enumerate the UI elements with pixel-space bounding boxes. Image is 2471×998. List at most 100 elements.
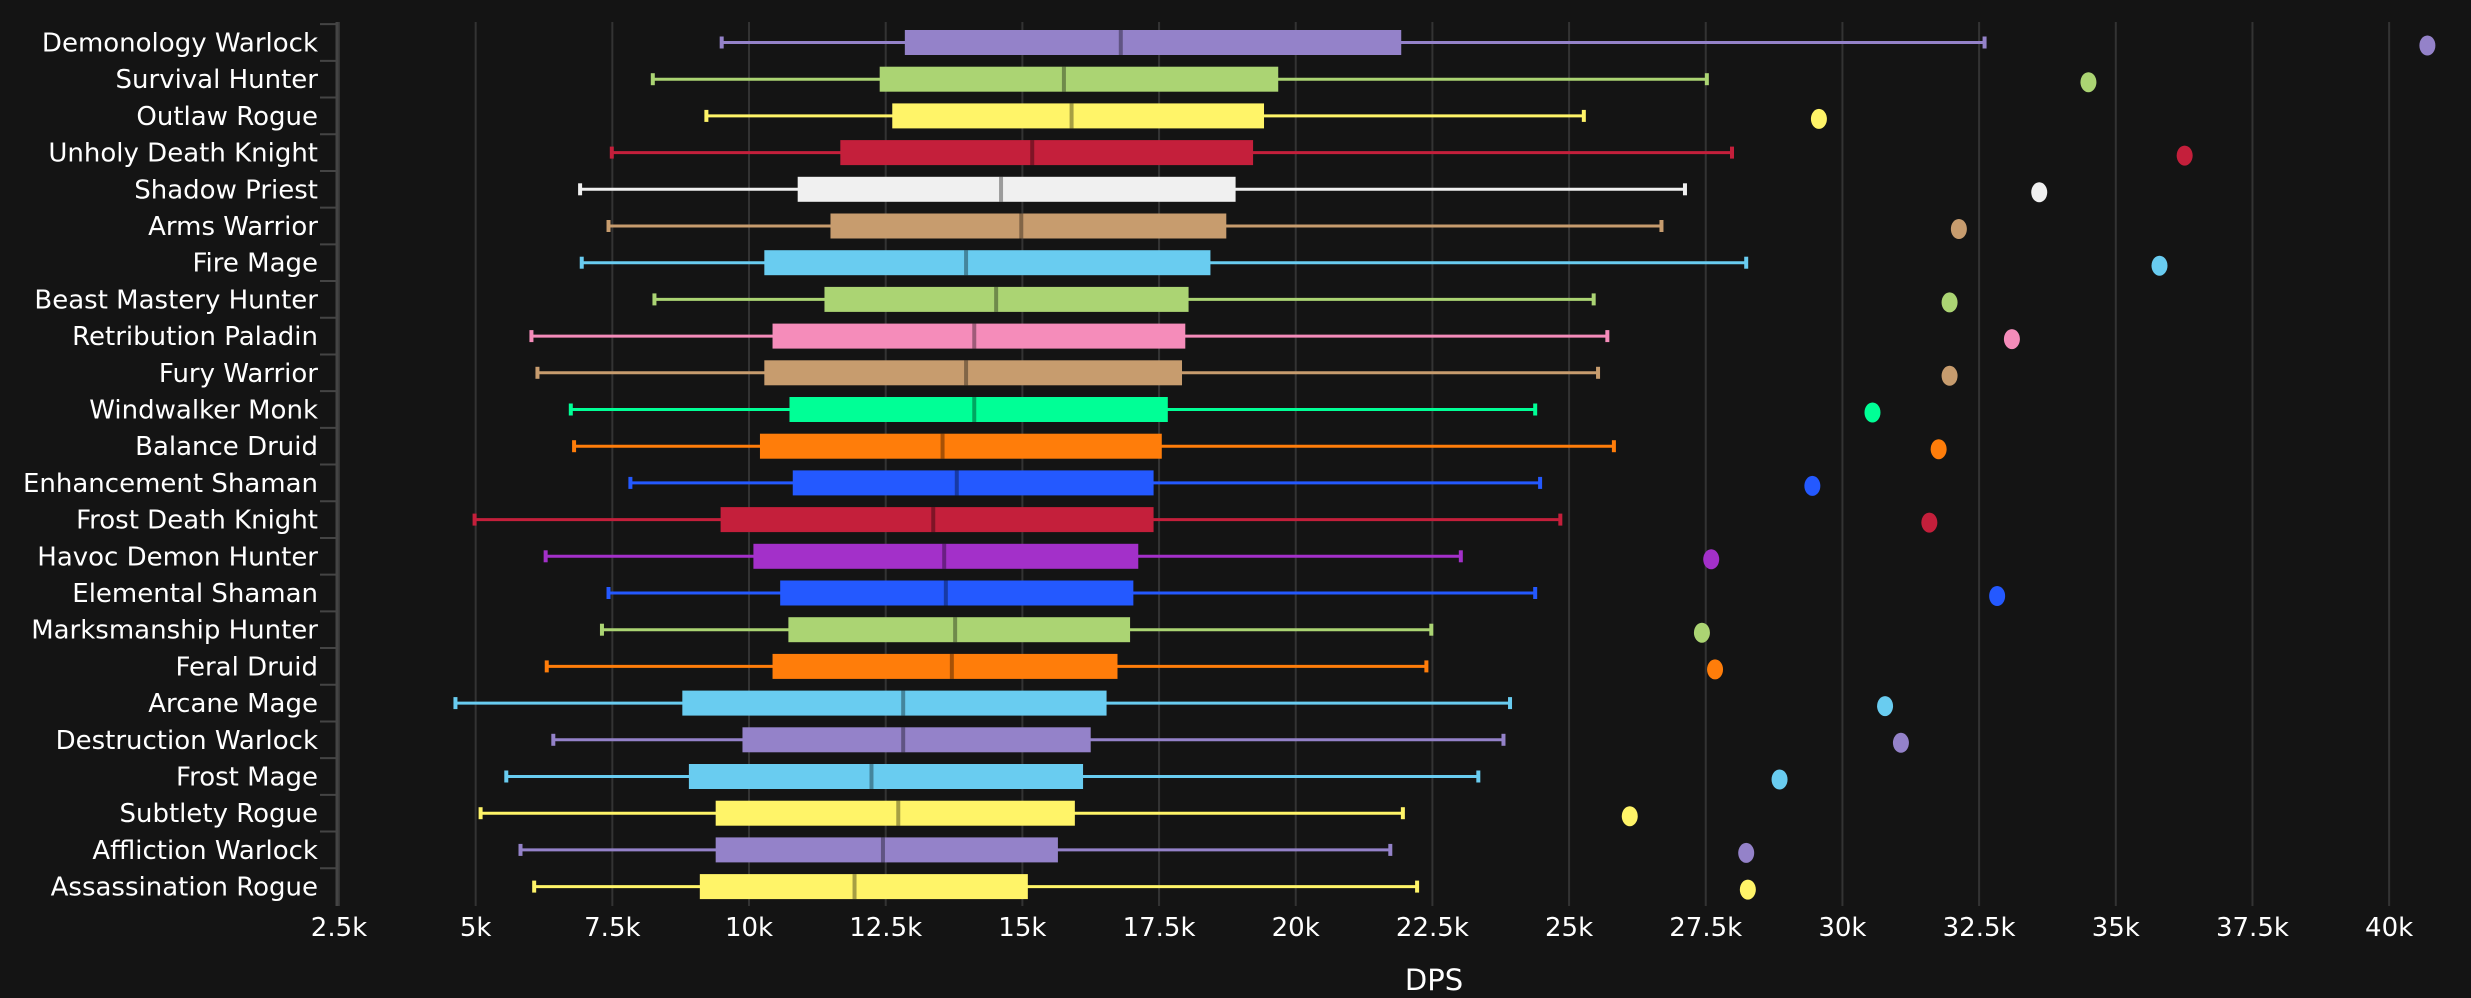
- boxplot-row: Demonology Warlock: [42, 23, 2436, 59]
- outlier-point: [1930, 439, 1947, 460]
- boxplot-row: Destruction Warlock: [56, 720, 1909, 756]
- iqr-box: [780, 580, 1134, 606]
- boxplot-row: Balance Druid: [135, 426, 1947, 462]
- iqr-box: [792, 470, 1154, 496]
- series-label: Windwalker Monk: [89, 396, 318, 426]
- series-label: Balance Druid: [135, 432, 318, 462]
- boxplot-row: Windwalker Monk: [89, 390, 1881, 426]
- boxplot-row: Elemental Shaman: [72, 573, 2006, 609]
- x-tick-label: 27.5k: [1669, 913, 1742, 943]
- series-label: Subtlety Rogue: [119, 799, 318, 829]
- x-tick-label: 25k: [1545, 913, 1593, 943]
- series-label: Fire Mage: [192, 249, 318, 279]
- outlier-point: [1877, 696, 1894, 717]
- iqr-box: [682, 690, 1107, 716]
- iqr-box: [699, 874, 1028, 900]
- x-tick-label: 30k: [1818, 913, 1866, 943]
- series-label: Arms Warrior: [148, 212, 318, 242]
- x-tick-label: 15k: [998, 913, 1046, 943]
- iqr-box: [742, 727, 1091, 753]
- x-tick-label: 17.5k: [1123, 913, 1196, 943]
- outlier-point: [2176, 145, 2193, 166]
- boxplot-row: Beast Mastery Hunter: [34, 280, 1958, 315]
- outlier-point: [1864, 402, 1881, 423]
- outlier-point: [2419, 35, 2436, 56]
- series-label: Shadow Priest: [134, 175, 318, 205]
- boxplot-row: Havoc Demon Hunter: [37, 536, 1720, 572]
- x-tick-label: 22.5k: [1396, 913, 1469, 943]
- iqr-box: [720, 507, 1154, 533]
- iqr-box: [879, 66, 1279, 92]
- series-label: Demonology Warlock: [42, 29, 318, 59]
- boxplot-rows: Demonology Warlock Survival Hunter Outlaw …: [23, 23, 2436, 903]
- outlier-point: [1739, 879, 1756, 900]
- grid-lines: [338, 22, 2391, 906]
- outlier-point: [1941, 292, 1958, 313]
- iqr-box: [824, 286, 1189, 312]
- series-label: Affliction Warlock: [92, 836, 318, 866]
- series-label: Destruction Warlock: [56, 726, 318, 756]
- outlier-point: [2151, 255, 2168, 276]
- x-tick-label: 20k: [1272, 913, 1320, 943]
- boxplot-row: Fury Warrior: [159, 353, 1958, 389]
- iqr-box: [789, 397, 1168, 422]
- outlier-point: [1950, 219, 1967, 239]
- outlier-point: [1771, 769, 1788, 790]
- boxplot-row: Feral Druid: [175, 647, 1724, 682]
- x-tick-label: 12.5k: [849, 913, 922, 943]
- x-tick-label: 37.5k: [2216, 913, 2289, 943]
- series-label: Marksmanship Hunter: [31, 616, 318, 646]
- iqr-box: [759, 433, 1162, 459]
- series-label: Survival Hunter: [116, 65, 319, 95]
- outlier-point: [1738, 842, 1755, 863]
- iqr-box: [788, 617, 1131, 643]
- iqr-box: [715, 800, 1075, 826]
- series-label: Feral Druid: [175, 652, 318, 682]
- series-label: Frost Mage: [176, 763, 318, 793]
- boxplot-row: Fire Mage: [192, 243, 2168, 279]
- outlier-point: [1989, 586, 2006, 606]
- x-tick-label: 32.5k: [1943, 913, 2016, 943]
- x-axis-ticks: 2.5k 5k 7.5k 10k 12.5k 15k 17.5k 20k 22.5k 25k 27.…: [311, 913, 2413, 943]
- boxplot-row: Marksmanship Hunter: [31, 610, 1710, 646]
- series-label: Arcane Mage: [148, 689, 318, 719]
- iqr-box: [688, 764, 1084, 789]
- iqr-box: [764, 250, 1211, 276]
- outlier-point: [1921, 512, 1938, 533]
- series-label: Assassination Rogue: [51, 873, 318, 903]
- boxplot-row: Subtlety Rogue: [119, 793, 1638, 829]
- boxplot-row: Frost Mage: [176, 757, 1788, 793]
- x-tick-label: 5k: [460, 913, 492, 943]
- boxplot-row: Arms Warrior: [148, 206, 1967, 242]
- outlier-point: [1941, 365, 1958, 386]
- iqr-box: [764, 360, 1183, 386]
- x-axis-label: DPS: [1405, 963, 1463, 994]
- boxplot-row: Outlaw Rogue: [136, 96, 1827, 132]
- iqr-box: [753, 543, 1139, 569]
- series-label: Unholy Death Knight: [48, 139, 318, 169]
- outlier-point: [1707, 659, 1724, 680]
- outlier-point: [2031, 182, 2048, 203]
- outlier-point: [1693, 622, 1710, 643]
- x-tick-label: 35k: [2092, 913, 2140, 943]
- boxplot-row: Arcane Mage: [148, 683, 1894, 719]
- outlier-point: [2003, 329, 2020, 350]
- iqr-box: [904, 30, 1402, 55]
- iqr-box: [715, 837, 1058, 863]
- boxplot-row: Affliction Warlock: [92, 830, 1755, 866]
- boxplot-row: Shadow Priest: [134, 169, 2048, 205]
- boxplot-row: Assassination Rogue: [51, 867, 1756, 903]
- outlier-point: [1810, 108, 1827, 129]
- boxplot-row: Retribution Paladin: [72, 316, 2020, 352]
- series-label: Fury Warrior: [159, 359, 318, 389]
- boxplot-row: Survival Hunter: [116, 59, 2097, 95]
- series-label: Elemental Shaman: [72, 579, 318, 609]
- outlier-point: [1621, 806, 1638, 827]
- iqr-box: [892, 103, 1265, 129]
- outlier-point: [1804, 475, 1821, 496]
- x-tick-label: 40k: [2365, 913, 2413, 943]
- series-label: Havoc Demon Hunter: [37, 542, 318, 572]
- outlier-point: [1703, 549, 1720, 570]
- series-label: Enhancement Shaman: [23, 469, 318, 499]
